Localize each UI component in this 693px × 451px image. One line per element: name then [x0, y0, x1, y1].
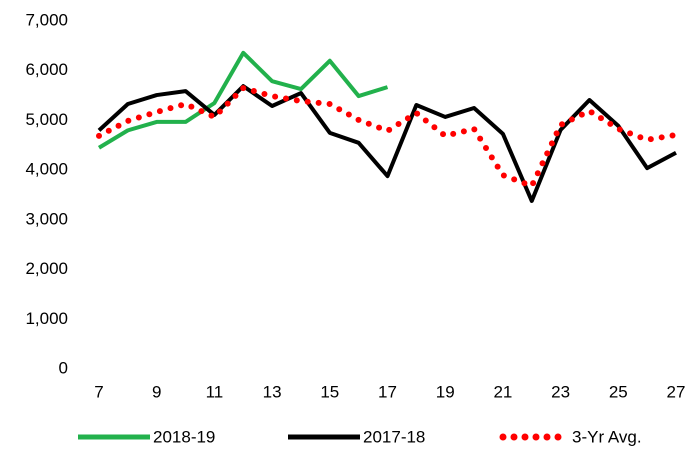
series-line [97, 50, 389, 150]
x-tick-label: 17 [378, 382, 397, 401]
x-tick-label: 21 [493, 382, 512, 401]
x-tick-label: 11 [206, 382, 224, 401]
x-tick-label: 23 [551, 382, 570, 401]
x-tick-label: 13 [263, 382, 282, 401]
y-tick-label: 2,000 [25, 259, 68, 278]
x-tick-label: 25 [609, 382, 628, 401]
legend-label: 2017-18 [363, 427, 425, 446]
x-tick-label: 27 [667, 382, 686, 401]
y-tick-label: 5,000 [25, 110, 68, 129]
x-tick-label: 19 [436, 382, 455, 401]
y-tick-label: 6,000 [25, 60, 68, 79]
y-tick-label: 4,000 [25, 160, 68, 179]
series-line [96, 85, 679, 190]
legend-label: 3-Yr Avg. [572, 427, 642, 446]
legend-label: 2018-19 [153, 427, 215, 446]
y-tick-label: 0 [59, 358, 68, 377]
x-tick-label: 15 [320, 382, 339, 401]
y-tick-label: 3,000 [25, 209, 68, 228]
x-tick-label: 9 [152, 382, 161, 401]
y-tick-label: 1,000 [25, 309, 68, 328]
x-tick-label: 7 [94, 382, 103, 401]
y-tick-label: 7,000 [25, 10, 68, 29]
series-line [97, 84, 677, 203]
